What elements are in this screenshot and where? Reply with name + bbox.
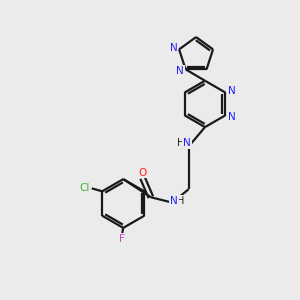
Text: Cl: Cl (79, 183, 89, 193)
Text: H: H (177, 196, 184, 206)
Text: N: N (228, 86, 236, 96)
Text: O: O (138, 168, 147, 178)
Text: H: H (177, 138, 184, 148)
Text: N: N (170, 196, 178, 206)
Text: N: N (228, 112, 236, 122)
Text: F: F (119, 234, 125, 244)
Text: N: N (170, 43, 178, 53)
Text: N: N (183, 138, 191, 148)
Text: N: N (176, 66, 184, 76)
